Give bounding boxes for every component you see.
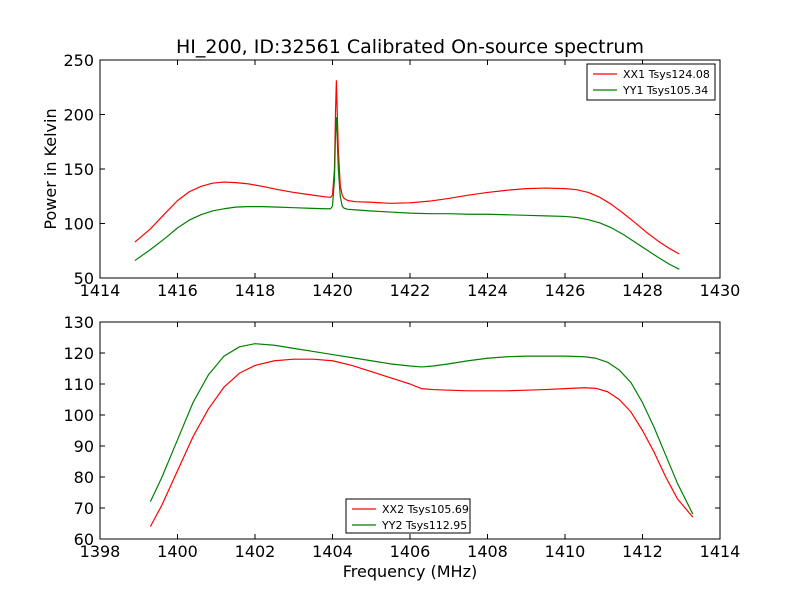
top-x-tick-label: 1424 — [467, 281, 508, 300]
bottom-x-tick-label: 1398 — [80, 542, 121, 561]
top-y-tick-label: 100 — [63, 215, 94, 234]
bottom-legend-label: YY2 Tsys112.95 — [381, 519, 467, 532]
top-x-tick-label: 1426 — [545, 281, 586, 300]
top-x-tick-label: 1430 — [700, 281, 741, 300]
top-x-tick-label: 1422 — [390, 281, 431, 300]
top-series-line-0 — [134, 80, 680, 255]
top-x-tick-label: 1416 — [157, 281, 198, 300]
bottom-y-tick-label: 110 — [63, 375, 94, 394]
bottom-x-tick-label: 1400 — [157, 542, 198, 561]
top-plot-lines — [134, 80, 680, 270]
bottom-plot-border — [99, 321, 721, 540]
top-plot: 1414 1416 1418 1420 1422 1424 1426 1428 1430 50 10… — [41, 51, 740, 300]
top-plot-ticks: 1414 1416 1418 1420 1422 1424 1426 1428 1430 50 10… — [63, 51, 740, 300]
bottom-legend-box — [345, 498, 471, 534]
bottom-plot: 1398 1400 1402 1404 1406 1408 1410 1412 1414 60 70… — [63, 313, 740, 581]
top-y-axis-label: Power in Kelvin — [41, 108, 60, 229]
bottom-x-tick-label: 1412 — [622, 542, 663, 561]
bottom-y-tick-label: 80 — [74, 468, 94, 487]
top-legend-box — [586, 63, 716, 101]
bottom-y-tick-label: 60 — [74, 530, 94, 549]
bottom-y-tick-label: 90 — [74, 437, 94, 456]
bottom-x-tick-label: 1404 — [312, 542, 353, 561]
top-y-tick-label: 200 — [63, 106, 94, 125]
bottom-series-line-1 — [149, 343, 694, 515]
top-x-tick-label: 1420 — [312, 281, 353, 300]
bottom-legend-label: XX2 Tsys105.69 — [382, 503, 469, 516]
bottom-x-axis-label: Frequency (MHz) — [343, 562, 477, 581]
bottom-legend: XX2 Tsys105.69 YY2 Tsys112.95 — [345, 498, 471, 534]
top-legend-label: XX1 Tsys124.08 — [623, 68, 710, 81]
top-x-tick-label: 1414 — [80, 281, 121, 300]
top-legend-label: YY1 Tsys105.34 — [622, 84, 708, 97]
bottom-x-tick-label: 1410 — [545, 542, 586, 561]
top-legend: XX1 Tsys124.08 YY1 Tsys105.34 — [586, 63, 716, 101]
top-x-tick-label: 1418 — [235, 281, 276, 300]
bottom-y-tick-label: 120 — [63, 344, 94, 363]
chart-title: HI_200, ID:32561 Calibrated On-source sp… — [176, 36, 644, 58]
top-plot-border — [99, 59, 721, 279]
top-x-tick-label: 1428 — [622, 281, 663, 300]
bottom-y-tick-label: 130 — [63, 313, 94, 332]
bottom-series-line-0 — [149, 358, 694, 527]
bottom-plot-lines — [149, 343, 694, 527]
bottom-y-tick-label: 70 — [74, 499, 94, 518]
bottom-x-tick-label: 1408 — [467, 542, 508, 561]
bottom-plot-ticks: 1398 1400 1402 1404 1406 1408 1410 1412 1414 60 70… — [63, 313, 740, 561]
bottom-x-tick-label: 1406 — [390, 542, 431, 561]
top-y-tick-label: 150 — [63, 160, 94, 179]
top-y-tick-label: 250 — [63, 51, 94, 70]
bottom-x-tick-label: 1402 — [235, 542, 276, 561]
bottom-x-tick-label: 1414 — [700, 542, 741, 561]
top-series-line-1 — [134, 117, 680, 270]
bottom-y-tick-label: 100 — [63, 406, 94, 425]
top-y-tick-label: 50 — [74, 269, 94, 288]
